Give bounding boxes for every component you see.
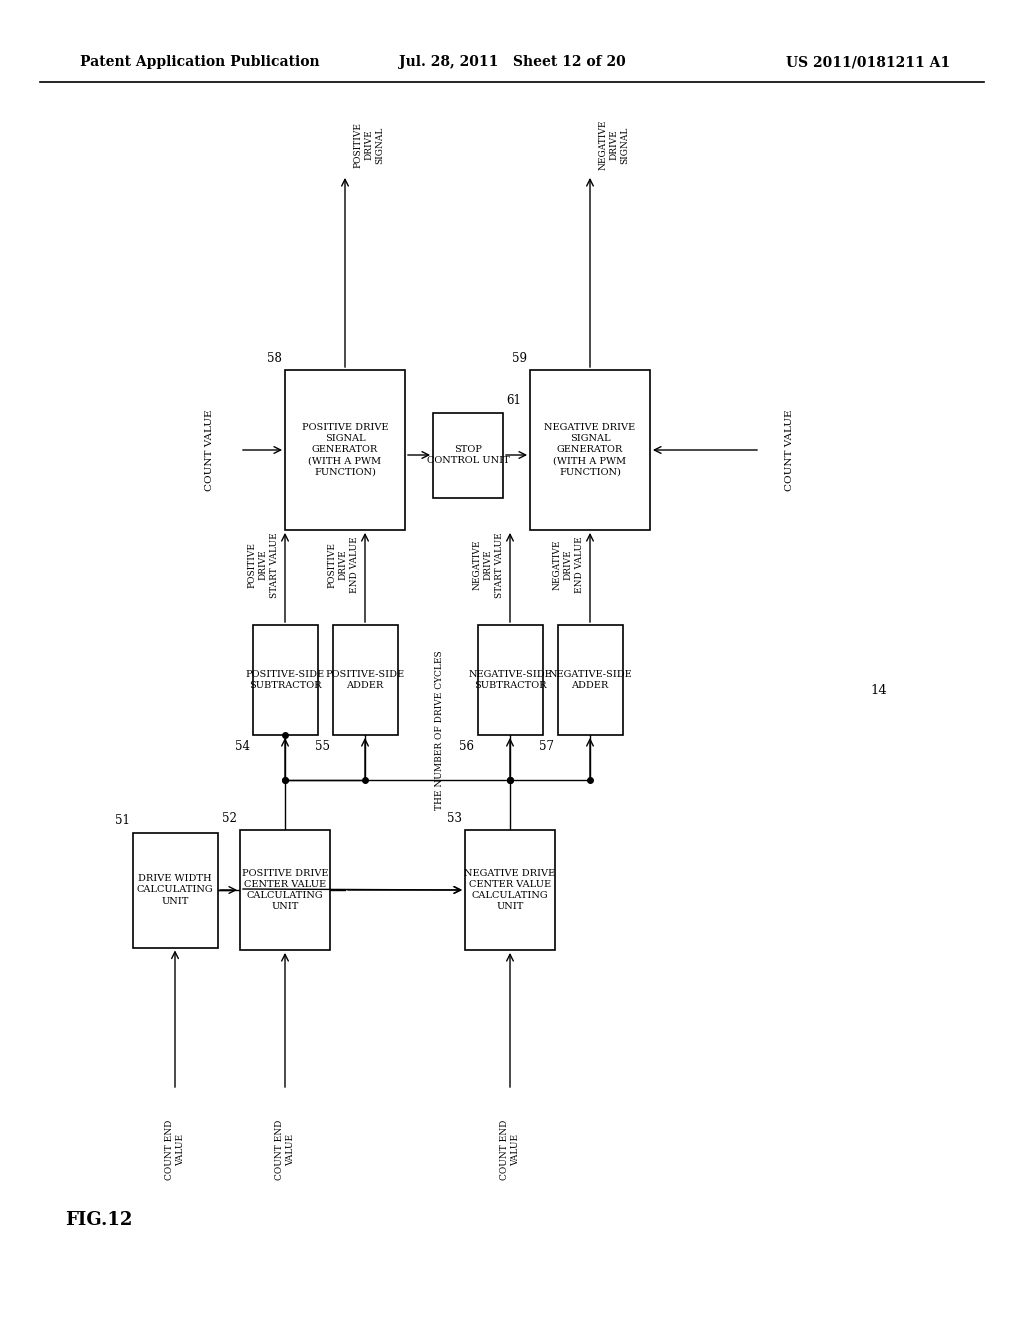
Text: THE NUMBER OF DRIVE CYCLES: THE NUMBER OF DRIVE CYCLES bbox=[435, 651, 444, 809]
Bar bbox=[132, 833, 217, 948]
Text: FIG.12: FIG.12 bbox=[65, 1210, 132, 1229]
Text: DRIVE WIDTH
CALCULATING
UNIT: DRIVE WIDTH CALCULATING UNIT bbox=[136, 874, 213, 906]
Text: NEGATIVE
DRIVE
SIGNAL: NEGATIVE DRIVE SIGNAL bbox=[598, 120, 629, 170]
Text: NEGATIVE-SIDE
SUBTRACTOR: NEGATIVE-SIDE SUBTRACTOR bbox=[468, 671, 552, 690]
Text: 56: 56 bbox=[460, 741, 474, 752]
Text: COUNT VALUE: COUNT VALUE bbox=[785, 409, 795, 491]
Text: STOP
CONTROL UNIT: STOP CONTROL UNIT bbox=[427, 445, 509, 465]
Text: 57: 57 bbox=[540, 741, 555, 752]
Text: POSITIVE-SIDE
SUBTRACTOR: POSITIVE-SIDE SUBTRACTOR bbox=[246, 671, 325, 690]
Text: POSITIVE
DRIVE
END VALUE: POSITIVE DRIVE END VALUE bbox=[328, 537, 359, 594]
Text: POSITIVE
DRIVE
START VALUE: POSITIVE DRIVE START VALUE bbox=[248, 532, 279, 598]
Bar bbox=[253, 624, 317, 735]
Text: 51: 51 bbox=[115, 814, 129, 828]
Text: 54: 54 bbox=[234, 741, 250, 752]
Text: 61: 61 bbox=[506, 395, 521, 408]
Text: POSITIVE-SIDE
ADDER: POSITIVE-SIDE ADDER bbox=[326, 671, 404, 690]
Text: 55: 55 bbox=[314, 741, 330, 752]
Text: NEGATIVE
DRIVE
END VALUE: NEGATIVE DRIVE END VALUE bbox=[553, 537, 584, 594]
Bar bbox=[333, 624, 397, 735]
Bar bbox=[477, 624, 543, 735]
Text: NEGATIVE DRIVE
CENTER VALUE
CALCULATING
UNIT: NEGATIVE DRIVE CENTER VALUE CALCULATING … bbox=[465, 869, 556, 911]
Text: 53: 53 bbox=[447, 812, 462, 825]
Bar bbox=[465, 830, 555, 950]
Text: US 2011/0181211 A1: US 2011/0181211 A1 bbox=[785, 55, 950, 69]
Bar bbox=[240, 830, 330, 950]
Text: Patent Application Publication: Patent Application Publication bbox=[80, 55, 319, 69]
Text: POSITIVE
DRIVE
SIGNAL: POSITIVE DRIVE SIGNAL bbox=[353, 121, 384, 168]
Text: Jul. 28, 2011   Sheet 12 of 20: Jul. 28, 2011 Sheet 12 of 20 bbox=[398, 55, 626, 69]
Text: POSITIVE DRIVE
SIGNAL
GENERATOR
(WITH A PWM
FUNCTION): POSITIVE DRIVE SIGNAL GENERATOR (WITH A … bbox=[302, 424, 388, 477]
Bar bbox=[285, 370, 406, 531]
Text: POSITIVE DRIVE
CENTER VALUE
CALCULATING
UNIT: POSITIVE DRIVE CENTER VALUE CALCULATING … bbox=[242, 869, 329, 911]
Text: 52: 52 bbox=[222, 812, 237, 825]
Text: NEGATIVE-SIDE
ADDER: NEGATIVE-SIDE ADDER bbox=[548, 671, 632, 690]
Bar bbox=[433, 412, 503, 498]
Text: NEGATIVE DRIVE
SIGNAL
GENERATOR
(WITH A PWM
FUNCTION): NEGATIVE DRIVE SIGNAL GENERATOR (WITH A … bbox=[545, 424, 636, 477]
Text: 14: 14 bbox=[870, 684, 887, 697]
Text: COUNT END
VALUE: COUNT END VALUE bbox=[275, 1119, 295, 1180]
Bar bbox=[530, 370, 650, 531]
Bar bbox=[557, 624, 623, 735]
Text: COUNT END
VALUE: COUNT END VALUE bbox=[500, 1119, 520, 1180]
Text: COUNT END
VALUE: COUNT END VALUE bbox=[165, 1119, 185, 1180]
Text: COUNT VALUE: COUNT VALUE bbox=[206, 409, 214, 491]
Text: 58: 58 bbox=[267, 352, 282, 366]
Text: 59: 59 bbox=[512, 352, 527, 366]
Text: NEGATIVE
DRIVE
START VALUE: NEGATIVE DRIVE START VALUE bbox=[473, 532, 504, 598]
